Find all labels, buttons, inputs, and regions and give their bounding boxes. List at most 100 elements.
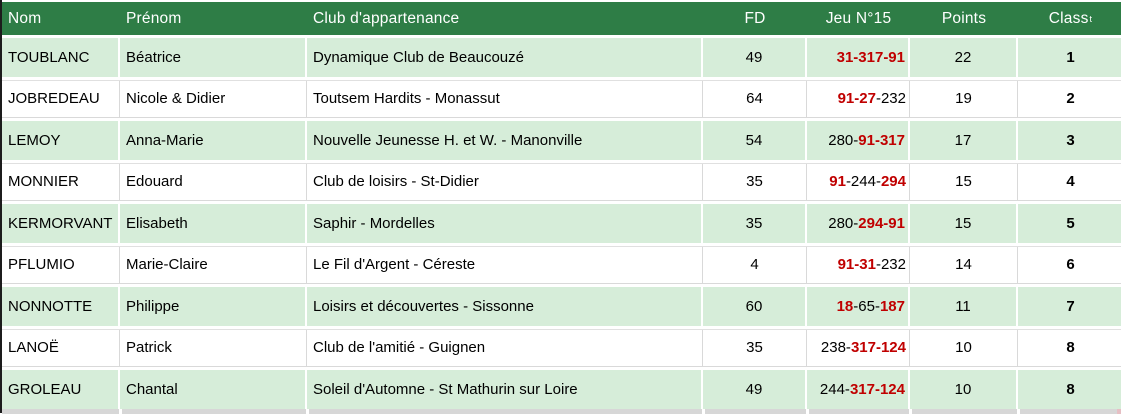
cell-jeu[interactable]: 238- 317-124 (807, 329, 910, 366)
jeu-score-plain: - (875, 90, 881, 108)
jeu-score-plain: 238- (820, 339, 851, 357)
jeu-score-red: 317-124 (849, 380, 905, 398)
cell-nom[interactable]: PFLUMIO (2, 246, 120, 283)
cell-class[interactable]: 5 (1066, 214, 1075, 232)
cell-class[interactable]: 1 (1066, 48, 1075, 66)
jeu-score-plain: 280- (828, 214, 859, 232)
cell-club[interactable]: Loisirs et découvertes - Sissonne (307, 287, 703, 326)
cell-club[interactable]: Toutsem Hardits - Monassut (307, 80, 703, 117)
cell-nom[interactable]: KERMORVANT (2, 204, 120, 243)
cell-points[interactable]: 14 (910, 246, 1018, 283)
cell-class[interactable]: 8 (1066, 339, 1075, 357)
cell-fd[interactable]: 35 (703, 204, 807, 243)
jeu-score-plain: 232 (880, 90, 906, 108)
cell-nom[interactable]: JOBREDEAU (2, 80, 120, 117)
gridline-tick (806, 408, 809, 414)
cell-class[interactable]: 4 (1066, 173, 1075, 191)
cell-jeu[interactable]: 91-31-232 (807, 246, 910, 283)
jeu-score-plain: -65- (853, 297, 880, 315)
cell-class[interactable]: 8 (1066, 380, 1075, 398)
cell-fd[interactable]: 49 (703, 38, 807, 77)
jeu-score-red: 187 (879, 297, 905, 315)
table-row: PFLUMIO Marie-Claire Le Fil d'Argent - Cér… (2, 245, 1121, 284)
cell-class[interactable]: 2 (1066, 90, 1075, 108)
table-header: Nom Prénom Club d'appartenance FD Jeu N°… (2, 2, 1121, 35)
header-fd[interactable]: FD (744, 9, 766, 27)
cell-club[interactable]: Club de loisirs - St-Didier (307, 163, 703, 200)
cell-prenom[interactable]: Edouard (120, 163, 307, 200)
cell-fd[interactable]: 35 (703, 163, 807, 200)
jeu-score-plain: -244- (845, 173, 881, 191)
cell-jeu[interactable]: 244- 317-124 (807, 370, 910, 409)
jeu-score-red: 91 (829, 173, 846, 191)
cell-class[interactable]: 6 (1066, 256, 1075, 274)
bottom-gridline-strip (2, 408, 1121, 414)
cell-points[interactable]: 11 (910, 287, 1018, 326)
header-jeu[interactable]: Jeu N°15 (825, 9, 892, 27)
cell-jeu[interactable]: 18 -65- 187 (807, 287, 910, 326)
cell-fd[interactable]: 4 (703, 246, 807, 283)
cell-points[interactable]: 15 (910, 163, 1018, 200)
table-row: GROLEAU Chantal Soleil d'Automne - St Math… (2, 370, 1121, 409)
cell-fd[interactable]: 64 (703, 80, 807, 117)
header-club[interactable]: Club d'appartenance (313, 9, 460, 27)
cell-fd[interactable]: 60 (703, 287, 807, 326)
cell-nom[interactable]: LEMOY (2, 121, 120, 160)
jeu-score-plain: - (875, 256, 881, 274)
cell-jeu[interactable]: 91-27-232 (807, 80, 910, 117)
cell-fd[interactable]: 49 (703, 370, 807, 409)
gridline-tick (702, 408, 705, 414)
cell-prenom[interactable]: Elisabeth (120, 204, 307, 243)
table-row: TOUBLANC Béatrice Dynamique Club de Beauco… (2, 38, 1121, 77)
cell-prenom[interactable]: Béatrice (120, 38, 307, 77)
jeu-score-red: 294 (880, 173, 906, 191)
jeu-score-red: 91-27 (837, 90, 876, 108)
cell-points[interactable]: 22 (910, 38, 1018, 77)
header-class[interactable]: Class t (1048, 9, 1093, 27)
cell-points[interactable]: 10 (910, 370, 1018, 409)
header-class-label: Class (1048, 9, 1089, 27)
cell-fd[interactable]: 35 (703, 329, 807, 366)
cell-prenom[interactable]: Nicole & Didier (120, 80, 307, 117)
cell-prenom[interactable]: Patrick (120, 329, 307, 366)
cell-club[interactable]: Saphir - Mordelles (307, 204, 703, 243)
cell-points[interactable]: 17 (910, 121, 1018, 160)
cell-points[interactable]: 10 (910, 329, 1018, 366)
cell-prenom[interactable]: Philippe (120, 287, 307, 326)
table-row: LEMOY Anna-Marie Nouvelle Jeunesse H. et W… (2, 121, 1121, 160)
cell-jeu[interactable]: 280- 294-91 (807, 204, 910, 243)
cell-nom[interactable]: LANOË (2, 329, 120, 366)
cell-jeu[interactable]: 280- 91-317 (807, 121, 910, 160)
cell-prenom[interactable]: Chantal (120, 370, 307, 409)
cell-points[interactable]: 19 (910, 80, 1018, 117)
corner-mark (1117, 408, 1121, 414)
cell-club[interactable]: Club de l'amitié - Guignen (307, 329, 703, 366)
cell-class[interactable]: 3 (1066, 131, 1075, 149)
cell-nom[interactable]: GROLEAU (2, 370, 120, 409)
cell-club[interactable]: Nouvelle Jeunesse H. et W. - Manonville (307, 121, 703, 160)
cell-class[interactable]: 7 (1066, 297, 1075, 315)
cell-nom[interactable]: MONNIER (2, 163, 120, 200)
jeu-score-red: 91-317 (858, 131, 905, 149)
gridline-tick (1017, 408, 1020, 414)
table-row: LANOË Patrick Club de l'amitié - Guignen 35… (2, 328, 1121, 367)
cell-points[interactable]: 15 (910, 204, 1018, 243)
header-points[interactable]: Points (941, 9, 987, 27)
jeu-score-red: 91-31 (837, 256, 876, 274)
cell-nom[interactable]: NONNOTTE (2, 287, 120, 326)
cell-club[interactable]: Le Fil d'Argent - Céreste (307, 246, 703, 283)
cell-jeu[interactable]: 31-317-91 (807, 38, 910, 77)
cell-club[interactable]: Dynamique Club de Beaucouzé (307, 38, 703, 77)
cell-club[interactable]: Soleil d'Automne - St Mathurin sur Loire (307, 370, 703, 409)
jeu-score-red: 317-124 (850, 339, 906, 357)
header-nom[interactable]: Nom (8, 9, 42, 27)
header-prenom[interactable]: Prénom (126, 9, 182, 27)
cell-nom[interactable]: TOUBLANC (2, 38, 120, 77)
cell-prenom[interactable]: Marie-Claire (120, 246, 307, 283)
table-row: MONNIER Edouard Club de loisirs - St-Didie… (2, 162, 1121, 201)
cell-prenom[interactable]: Anna-Marie (120, 121, 307, 160)
cell-fd[interactable]: 54 (703, 121, 807, 160)
cell-jeu[interactable]: 91 -244- 294 (807, 163, 910, 200)
jeu-score-red: 18 (836, 297, 854, 315)
